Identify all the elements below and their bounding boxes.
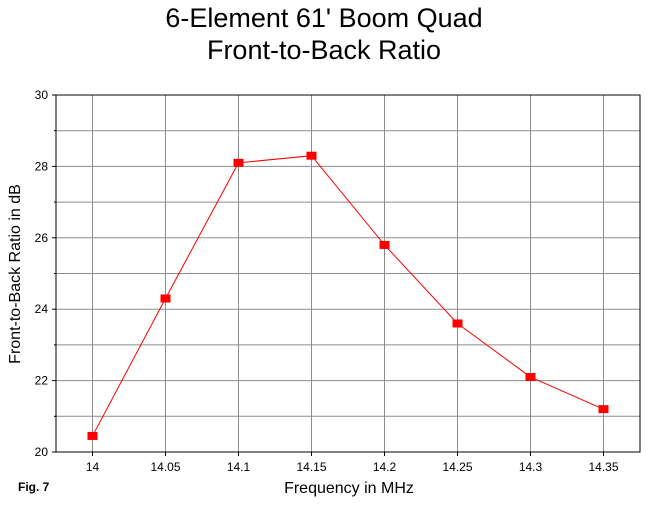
series-group: [87, 151, 609, 440]
y-tick-label: 26: [35, 231, 49, 245]
x-ticks: 14 14.05 14.1 14.15 14.2 14.25 14.3 14.35: [86, 452, 619, 474]
y-tick-label: 20: [35, 445, 49, 459]
y-axis-label: Front-to-Back Ratio in dB: [7, 184, 24, 364]
x-axis-label: Frequency in MHz: [284, 480, 414, 497]
x-tick-label: 14.3: [519, 460, 543, 474]
data-point: [87, 431, 98, 440]
data-point: [452, 319, 463, 328]
y-tick-label: 28: [35, 159, 49, 173]
y-ticks: 20 22 24 26 28 30: [35, 88, 56, 459]
x-tick-label: 14.1: [227, 460, 251, 474]
x-tick-label: 14.05: [150, 460, 180, 474]
x-tick-label: 14.2: [373, 460, 397, 474]
y-tick-label: 22: [35, 374, 49, 388]
data-point: [306, 151, 317, 160]
chart-title-line-2: Front-to-Back Ratio: [206, 35, 442, 65]
data-point: [525, 373, 536, 382]
data-point: [233, 158, 244, 167]
x-tick-label: 14: [86, 460, 100, 474]
x-tick-label: 14.25: [442, 460, 472, 474]
y-tick-label: 30: [35, 88, 49, 102]
series-line: [92, 155, 604, 437]
grid-lines: [56, 95, 640, 452]
data-point: [160, 294, 171, 303]
y-tick-label: 24: [35, 302, 49, 316]
chart-title-line-1: 6-Element 61' Boom Quad: [165, 3, 483, 33]
x-tick-label: 14.35: [588, 460, 618, 474]
data-point: [379, 240, 390, 249]
data-point: [598, 405, 609, 414]
x-tick-label: 14.15: [296, 460, 326, 474]
figure-label: Fig. 7: [18, 480, 50, 494]
